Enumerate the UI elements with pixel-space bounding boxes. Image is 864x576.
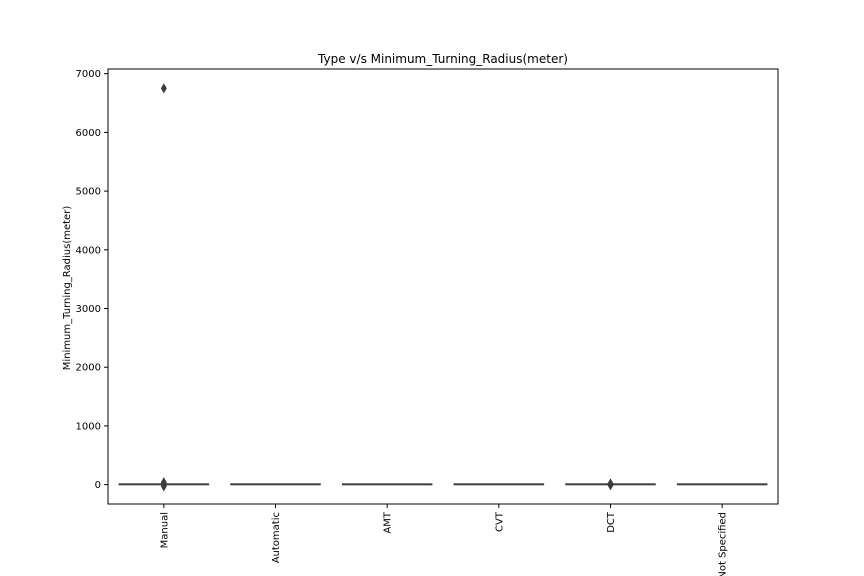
- box-automatic: [230, 483, 321, 486]
- outlier-point: [607, 480, 614, 491]
- outlier-point: [160, 481, 167, 492]
- box-cvt: [453, 483, 545, 486]
- y-tick-label: 7000: [76, 69, 101, 80]
- plot-frame: [107, 68, 779, 505]
- y-axis-ticks: 0 1000 2000 3000 4000 5000 6000 7000: [76, 69, 108, 491]
- y-tick-label: 6000: [76, 128, 101, 139]
- y-tick-label: 0: [95, 480, 101, 491]
- y-axis-label: Minimum_Turning_Radius(meter): [62, 206, 73, 371]
- y-tick-label: 5000: [76, 187, 101, 198]
- outlier-point: [160, 83, 167, 94]
- y-tick-label: 2000: [76, 363, 101, 374]
- x-axis-ticks: Manual Automatic AMT CVT DCT Not Specified: [159, 504, 729, 576]
- x-tick-label: Manual: [159, 512, 170, 548]
- box-not-specified: [676, 483, 768, 486]
- y-tick-label: 1000: [76, 421, 101, 432]
- x-tick-label: Automatic: [271, 512, 282, 563]
- box-amt: [341, 483, 433, 486]
- box-manual: [118, 83, 210, 492]
- x-tick-label: DCT: [606, 511, 617, 533]
- box-group: [118, 83, 768, 492]
- y-tick-label: 3000: [76, 304, 101, 315]
- chart-title: Type v/s Minimum_Turning_Radius(meter): [317, 52, 568, 66]
- x-tick-label: Not Specified: [718, 512, 729, 576]
- x-tick-label: AMT: [383, 511, 394, 533]
- y-tick-label: 4000: [76, 245, 101, 256]
- box-dct: [565, 478, 656, 491]
- x-tick-label: CVT: [494, 511, 505, 532]
